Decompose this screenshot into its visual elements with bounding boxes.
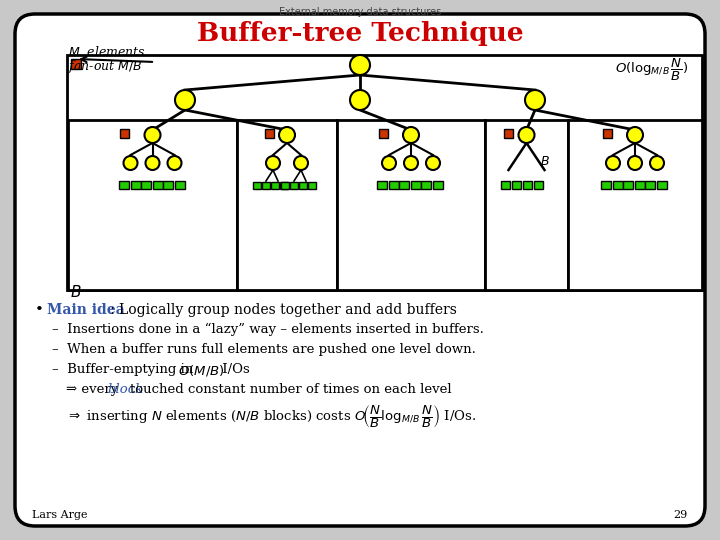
Text: $\Rightarrow$ inserting $N$ elements ($N/B$ blocks) costs $O\!\left(\dfrac{N}{B}: $\Rightarrow$ inserting $N$ elements ($N… [66, 403, 476, 430]
Bar [67, 55, 702, 290]
Text: Lars Arge: Lars Arge [32, 510, 88, 520]
Bar [119, 181, 128, 189]
Bar [399, 181, 409, 189]
Bar [237, 120, 337, 290]
Bar [411, 181, 421, 189]
Circle shape [168, 156, 181, 170]
Circle shape [294, 156, 308, 170]
Text: $M$  elements: $M$ elements [68, 45, 146, 59]
Bar [501, 181, 510, 189]
Circle shape [279, 127, 295, 143]
Bar [120, 129, 129, 138]
Bar [163, 181, 173, 189]
Bar [140, 181, 150, 189]
Bar [485, 120, 568, 290]
Text: –  Buffer-emptying in: – Buffer-emptying in [52, 363, 197, 376]
Circle shape [382, 156, 396, 170]
Bar [271, 181, 279, 188]
Text: $B$: $B$ [70, 284, 81, 300]
Text: I/Os: I/Os [218, 363, 250, 376]
Bar [433, 181, 443, 189]
Circle shape [525, 90, 545, 110]
Circle shape [350, 55, 370, 75]
Bar [623, 181, 633, 189]
Bar [71, 59, 81, 69]
Text: : Logically group nodes together and add buffers: : Logically group nodes together and add… [110, 303, 457, 317]
Bar [603, 129, 611, 138]
Bar [262, 181, 270, 188]
Text: $B$: $B$ [541, 155, 550, 168]
Circle shape [404, 156, 418, 170]
Circle shape [518, 127, 534, 143]
Circle shape [145, 156, 160, 170]
Bar [635, 181, 645, 189]
Text: $O(M/B)$: $O(M/B)$ [178, 363, 225, 378]
Bar [657, 181, 667, 189]
Bar [264, 129, 274, 138]
Bar [153, 181, 163, 189]
Circle shape [628, 156, 642, 170]
Circle shape [350, 90, 370, 110]
Bar [523, 181, 532, 189]
Circle shape [650, 156, 664, 170]
Bar [174, 181, 184, 189]
Text: touched constant number of times on each level: touched constant number of times on each… [130, 383, 451, 396]
Bar [389, 181, 399, 189]
Circle shape [426, 156, 440, 170]
Circle shape [606, 156, 620, 170]
Bar [534, 181, 543, 189]
Text: –  Insertions done in a “lazy” way – elements inserted in buffers.: – Insertions done in a “lazy” way – elem… [52, 323, 484, 336]
Bar [253, 181, 261, 188]
Bar [299, 181, 307, 188]
Bar [281, 181, 289, 188]
Circle shape [266, 156, 280, 170]
Bar [421, 181, 431, 189]
Circle shape [627, 127, 643, 143]
Circle shape [124, 156, 138, 170]
Text: ⇒ every: ⇒ every [66, 383, 122, 396]
Text: Buffer-tree Technique: Buffer-tree Technique [197, 21, 523, 46]
Bar [504, 129, 513, 138]
Bar [308, 181, 316, 188]
Bar [379, 129, 387, 138]
Text: •: • [35, 303, 44, 317]
Circle shape [403, 127, 419, 143]
Text: External memory data structures: External memory data structures [279, 7, 441, 17]
Bar [130, 181, 140, 189]
Text: Main idea: Main idea [47, 303, 125, 317]
Circle shape [175, 90, 195, 110]
Bar [68, 120, 237, 290]
Text: –  When a buffer runs full elements are pushed one level down.: – When a buffer runs full elements are p… [52, 343, 476, 356]
Text: fan-out $M/B$: fan-out $M/B$ [68, 58, 143, 75]
Bar [290, 181, 298, 188]
Bar [377, 181, 387, 189]
Text: 29: 29 [674, 510, 688, 520]
Bar [645, 181, 655, 189]
Bar [613, 181, 623, 189]
Bar [512, 181, 521, 189]
Text: $O(\log_{M/B} \dfrac{N}{B})$: $O(\log_{M/B} \dfrac{N}{B})$ [615, 57, 688, 83]
Bar [280, 181, 288, 188]
Bar [601, 181, 611, 189]
FancyBboxPatch shape [15, 14, 705, 526]
Circle shape [145, 127, 161, 143]
Text: block: block [107, 383, 143, 396]
Bar [568, 120, 702, 290]
Bar [337, 120, 485, 290]
